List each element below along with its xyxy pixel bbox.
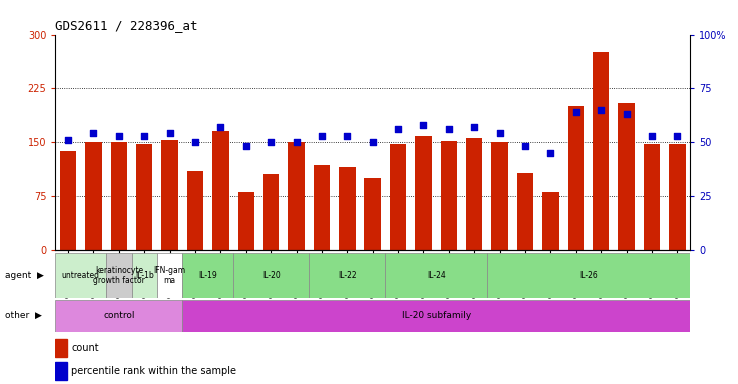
Bar (55, 300, 182, 332)
Text: IL-20: IL-20 (262, 271, 280, 280)
Point (291, 139, 303, 145)
Bar (542, 192, 559, 250)
Bar (233, 253, 309, 298)
Bar (60, 151, 76, 250)
Bar (55, 253, 106, 298)
Bar (157, 253, 182, 298)
Point (646, 132, 658, 139)
Point (138, 132, 150, 139)
Point (164, 131, 176, 137)
Bar (441, 141, 457, 250)
Bar (385, 253, 487, 298)
Bar (131, 253, 157, 298)
Bar (212, 131, 229, 250)
Bar (187, 171, 203, 250)
Text: IL-19: IL-19 (199, 271, 217, 280)
Bar (314, 165, 330, 250)
Bar (182, 300, 690, 332)
Bar (289, 142, 305, 250)
Point (240, 143, 252, 149)
Bar (415, 136, 432, 250)
Bar (162, 140, 178, 250)
Point (62, 137, 74, 143)
Bar (669, 144, 686, 250)
Bar (339, 167, 356, 250)
Point (570, 109, 582, 115)
Bar (593, 53, 610, 250)
Bar (55, 362, 66, 380)
Bar (309, 253, 385, 298)
Bar (487, 253, 690, 298)
Text: control: control (103, 311, 134, 320)
Point (316, 132, 328, 139)
Bar (517, 173, 534, 250)
Text: IL-26: IL-26 (579, 271, 598, 280)
Bar (238, 192, 254, 250)
Point (265, 139, 277, 145)
Bar (111, 142, 127, 250)
Point (469, 124, 480, 130)
Point (392, 126, 404, 132)
Text: IFN-gam
ma: IFN-gam ma (154, 266, 186, 285)
Text: count: count (71, 343, 99, 353)
Bar (263, 174, 280, 250)
Point (545, 150, 556, 156)
Point (189, 139, 201, 145)
Text: IL-22: IL-22 (338, 271, 356, 280)
Bar (136, 144, 153, 250)
Point (215, 124, 227, 130)
Bar (644, 144, 661, 250)
Point (367, 139, 379, 145)
Point (519, 143, 531, 149)
Text: keratinocyte
growth factor: keratinocyte growth factor (93, 266, 145, 285)
Point (342, 132, 354, 139)
Text: GDS2611 / 228396_at: GDS2611 / 228396_at (55, 19, 198, 32)
Bar (106, 253, 131, 298)
Text: agent  ▶: agent ▶ (5, 271, 44, 280)
Point (113, 132, 125, 139)
Point (418, 122, 430, 128)
Text: other  ▶: other ▶ (5, 311, 42, 320)
Bar (365, 178, 381, 250)
Bar (85, 142, 102, 250)
Point (621, 111, 632, 117)
Point (443, 126, 455, 132)
Text: untreated: untreated (62, 271, 100, 280)
Bar (390, 144, 407, 250)
Text: IL-1b: IL-1b (135, 271, 154, 280)
Point (672, 132, 683, 139)
Text: percentile rank within the sample: percentile rank within the sample (71, 366, 236, 376)
Bar (182, 253, 233, 298)
Bar (568, 106, 584, 250)
Point (596, 107, 607, 113)
Text: IL-20 subfamily: IL-20 subfamily (401, 311, 471, 320)
Bar (55, 339, 66, 357)
Bar (492, 142, 508, 250)
Bar (618, 103, 635, 250)
Point (88, 131, 100, 137)
Point (494, 131, 506, 137)
Bar (466, 139, 483, 250)
Text: IL-24: IL-24 (427, 271, 446, 280)
